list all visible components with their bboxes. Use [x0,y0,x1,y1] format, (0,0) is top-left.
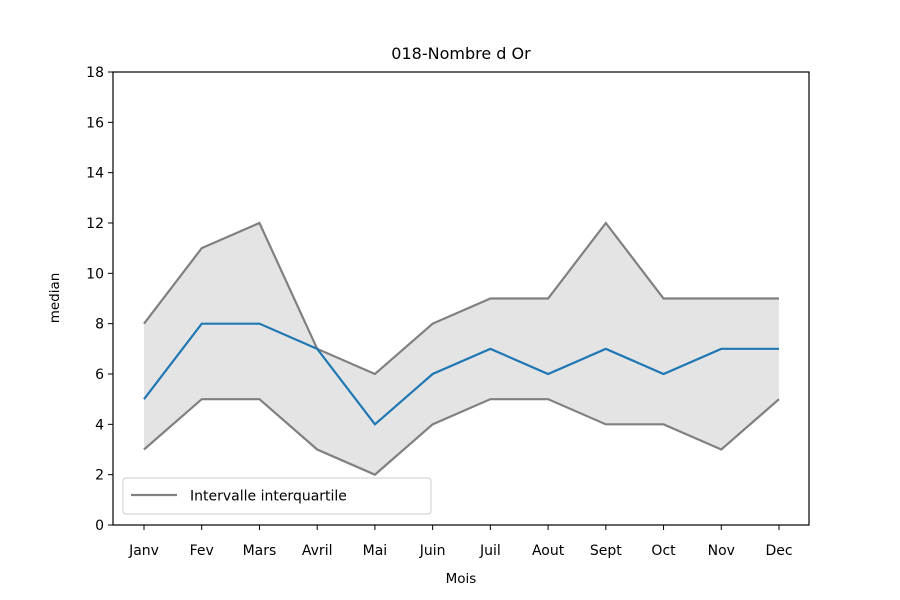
x-tick-label: Mars [243,543,277,559]
x-tick-label: Juin [419,543,446,559]
plot-area [112,71,810,526]
y-tick-label: 2 [95,468,104,484]
x-tick-label: Sept [590,543,622,559]
lower-quartile-line [143,398,780,476]
median-line [143,322,779,426]
y-tick-label: 16 [86,115,104,131]
y-tick-label: 6 [95,367,104,383]
y-tick-label: 0 [95,518,104,534]
chart-title: 018-Nombre d Or [391,44,531,63]
y-tick-label: 12 [86,216,104,232]
x-axis-label: Mois [446,571,477,587]
interquartile-band [144,223,779,475]
legend-label: Intervalle interquartile [190,489,347,505]
y-tick-label: 18 [86,65,104,81]
legend: Intervalle interquartile [122,477,432,515]
x-tick-label: Nov [708,543,735,559]
x-axis: Janv Fev Mars Avril Mai Juin Juil Aout Sept Oct No… [128,525,793,559]
x-tick-label: Aout [532,543,565,559]
x-tick-label: Dec [765,543,792,559]
y-axis: 0 2 4 6 8 10 12 14 16 18 [86,65,113,534]
x-tick-label: Mai [363,543,388,559]
y-tick-label: 14 [86,166,104,182]
y-axis-label: median [47,273,63,324]
y-tick-label: 10 [86,266,104,282]
x-tick-label: Avril [302,543,333,559]
x-tick-label: Janv [128,543,159,559]
axes-frame [112,71,810,526]
upper-quartile-line [143,221,779,376]
x-tick-label: Oct [651,543,676,559]
y-tick-label: 4 [95,417,104,433]
x-tick-label: Fev [190,543,214,559]
x-tick-label: Juil [479,543,501,559]
y-tick-label: 8 [95,317,104,333]
legend-box [122,477,432,515]
